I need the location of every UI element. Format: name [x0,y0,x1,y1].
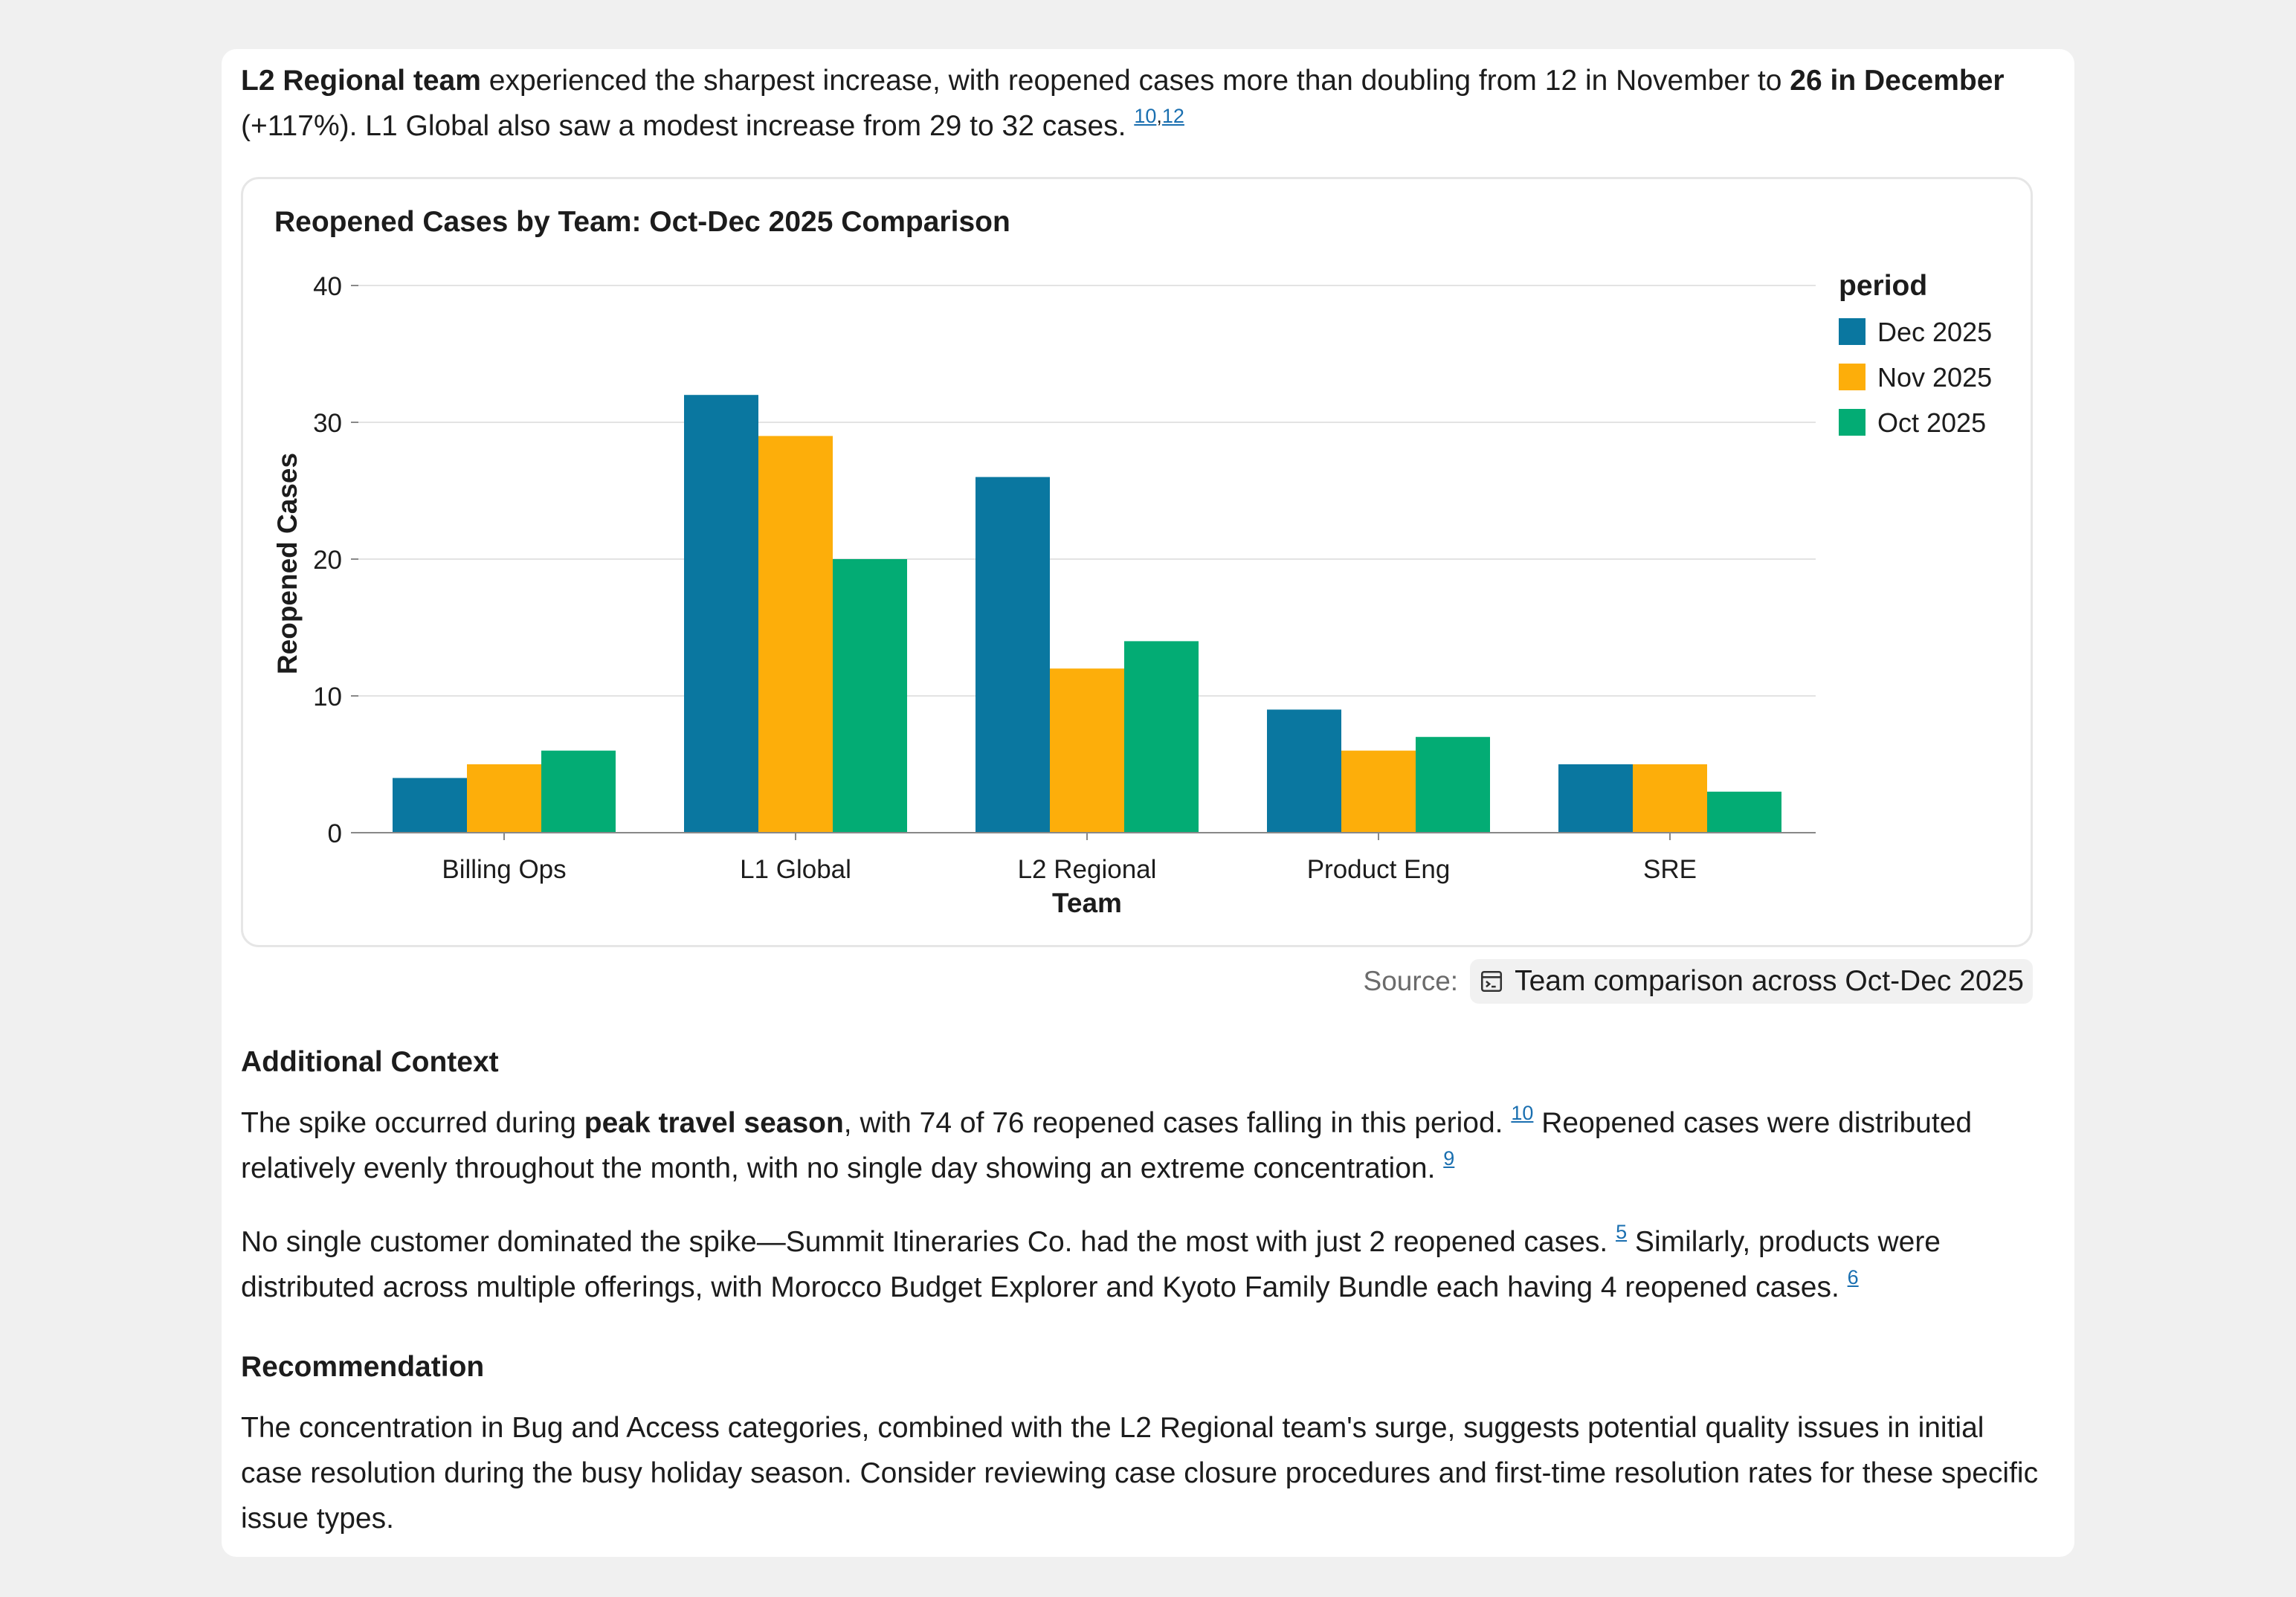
bar [1124,641,1199,833]
context-paragraph-1: The spike occurred during peak travel se… [241,1100,2040,1191]
recommendation-heading: Recommendation [241,1351,485,1383]
citation-separator: , [1156,105,1162,127]
bar-chart: 0 10 20 30 40 Billing Ops L1 Global L2 Regional… [272,270,1992,918]
y-tick-label: 0 [328,819,342,848]
citation-link[interactable]: 9 [1443,1147,1455,1169]
recommendation-paragraph: The concentration in Bug and Access cate… [241,1412,2039,1535]
y-axis-title: Reopened Cases [272,453,303,674]
bar [1050,668,1124,833]
intro-bold-team: L2 Regional team [241,65,481,97]
legend-title: period [1839,270,1927,302]
bar [1416,737,1490,833]
source-link-chip[interactable]: Team comparison across Oct-Dec 2025 [1470,959,2033,1004]
x-tick-label: L2 Regional [1018,855,1157,884]
intro-text: experienced the sharpest increase, with … [480,65,1790,97]
context-text: Similarly, products were distributed acr… [241,1226,1941,1303]
legend-label: Oct 2025 [1877,407,1986,438]
bar [1267,709,1341,833]
y-tick-label: 40 [313,272,342,301]
citation-link[interactable]: 10 [1511,1102,1534,1124]
intro-bold-value: 26 in December [1790,65,2005,97]
y-tick-label: 30 [313,409,342,438]
intro-text-2: (+117%). L1 Global also saw a modest inc… [241,110,1135,142]
intro-paragraph: L2 Regional team experienced the sharpes… [241,58,2040,149]
x-tick-label: Product Eng [1307,855,1451,884]
x-axis-title: Team [1052,888,1122,918]
context-text: No single customer dominated the spike—S… [241,1226,1616,1258]
y-tick-label: 20 [313,546,342,575]
source-link-text: Team comparison across Oct-Dec 2025 [1515,965,2024,997]
bar [1558,764,1633,833]
bar [833,559,907,833]
bar [541,750,616,833]
source-row: Source: Team comparison across Oct-Dec 2… [1364,959,2033,1004]
x-tick-label: Billing Ops [442,855,566,884]
bar [467,764,541,833]
chart-card: Reopened Cases by Team: Oct-Dec 2025 Com… [241,177,2033,947]
context-text: Reopened cases were distributed relative… [241,1107,1973,1184]
y-tick-label: 10 [313,683,342,712]
x-tick-label: SRE [1643,855,1697,884]
chart-title: Reopened Cases by Team: Oct-Dec 2025 Com… [274,206,1010,238]
bar [1633,764,1707,833]
source-label: Source: [1363,966,1459,996]
citation-link[interactable]: 6 [1847,1266,1859,1288]
bar [1341,750,1416,833]
citation-link[interactable]: 12 [1161,105,1184,127]
x-tick-label: L1 Global [740,855,851,884]
context-bold: peak travel season [584,1107,844,1139]
bar [758,436,833,833]
bar [1707,791,1781,833]
bar [684,395,758,833]
context-text: , with 74 of 76 reopened cases falling i… [843,1107,1512,1139]
bar [393,778,467,833]
bar [976,477,1050,833]
terminal-window-icon [1481,970,1503,993]
legend-label: Dec 2025 [1877,317,1992,347]
legend-label: Nov 2025 [1877,362,1992,393]
citation-link[interactable]: 10 [1134,105,1157,127]
context-paragraph-2: No single customer dominated the spike—S… [241,1219,2040,1310]
citation-link[interactable]: 5 [1616,1221,1628,1243]
context-text: The spike occurred during [241,1107,584,1139]
legend-swatch [1839,364,1866,390]
legend-swatch [1839,318,1866,345]
additional-context-heading: Additional Context [241,1046,499,1078]
legend-swatch [1839,409,1866,436]
